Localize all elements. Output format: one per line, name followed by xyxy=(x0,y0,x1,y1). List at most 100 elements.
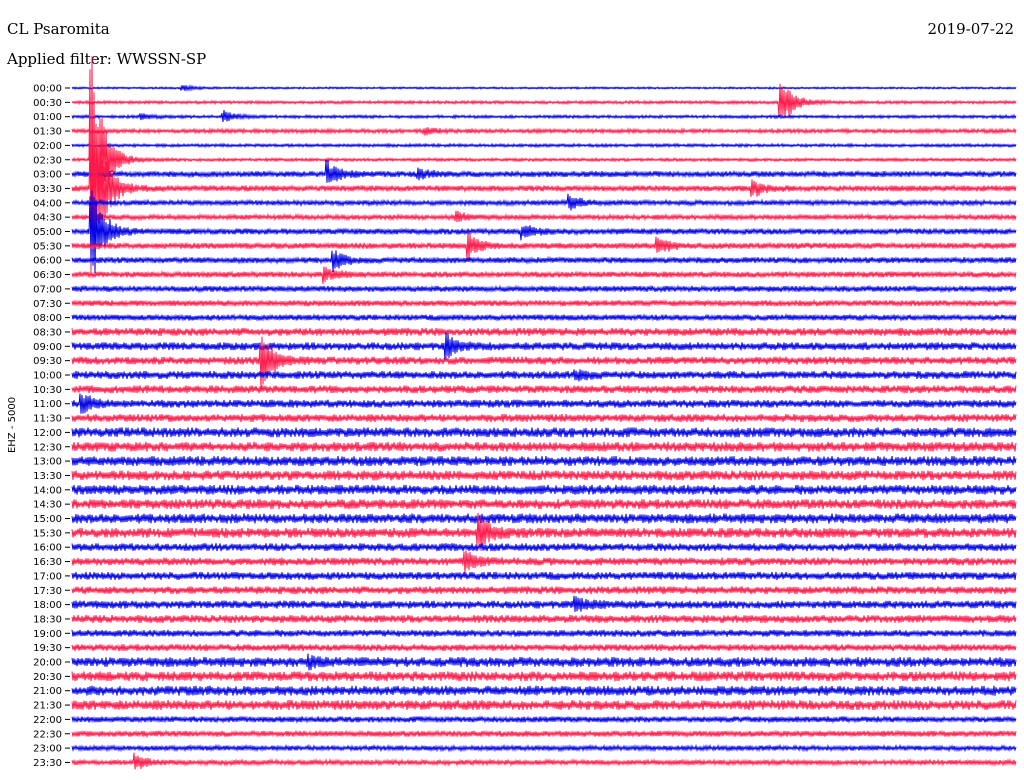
time-tick-label: 19:00 xyxy=(33,629,62,640)
seismic-trace-0830 xyxy=(71,327,1017,337)
time-tick-label: 09:30 xyxy=(33,356,62,367)
seismic-trace-1400 xyxy=(71,484,1017,495)
seismic-trace-0700 xyxy=(71,284,1017,294)
seismic-trace-0100 xyxy=(71,110,1017,122)
seismic-trace-1500 xyxy=(71,513,1017,524)
station-title: CL Psaromita xyxy=(7,20,110,38)
time-tick-label: 03:30 xyxy=(33,184,62,195)
time-tick-label: 05:00 xyxy=(33,227,62,238)
seismic-trace-0400 xyxy=(71,193,1017,211)
seismic-trace-2300 xyxy=(71,743,1017,753)
filter-subtitle: Applied filter: WWSSN-SP xyxy=(7,50,207,68)
time-tick-label: 22:30 xyxy=(33,729,62,740)
time-tick-label: 17:30 xyxy=(33,586,62,597)
seismic-trace-1930 xyxy=(71,643,1017,652)
channel-label: EHZ - 5000 xyxy=(7,397,18,453)
seismic-trace-0500 xyxy=(71,190,1017,273)
time-tick-label: 10:00 xyxy=(33,371,62,382)
time-tick-label: 04:30 xyxy=(33,213,62,224)
seismic-trace-0630 xyxy=(71,266,1017,285)
time-tick-label: 18:00 xyxy=(33,600,62,611)
time-tick-label: 12:00 xyxy=(33,428,62,439)
time-tick-label: 20:00 xyxy=(33,658,62,669)
time-tick-label: 00:30 xyxy=(33,98,62,109)
seismic-trace-1130 xyxy=(71,414,1017,423)
time-tick-label: 15:00 xyxy=(33,514,62,525)
seismic-trace-2330 xyxy=(71,752,1017,770)
seismic-trace-2100 xyxy=(71,685,1017,696)
seismic-trace-1300 xyxy=(71,456,1017,467)
time-tick-label: 16:00 xyxy=(33,543,62,554)
time-tick-label: 12:30 xyxy=(33,442,62,453)
time-tick-label: 13:30 xyxy=(33,471,62,482)
time-tick-label: 02:00 xyxy=(33,141,62,152)
seismic-trace-1630 xyxy=(71,550,1017,574)
seismic-trace-2230 xyxy=(71,729,1017,739)
time-tick-label: 10:30 xyxy=(33,385,62,396)
time-tick-label: 19:30 xyxy=(33,643,62,654)
seismic-trace-0200 xyxy=(71,142,1017,149)
time-tick-label: 09:00 xyxy=(33,342,62,353)
time-tick-label: 15:30 xyxy=(33,528,62,539)
date-label: 2019-07-22 xyxy=(927,20,1014,38)
time-tick-label: 20:30 xyxy=(33,672,62,683)
time-tick-label: 17:00 xyxy=(33,571,62,582)
seismic-trace-1900 xyxy=(71,628,1017,638)
seismic-trace-1200 xyxy=(71,427,1017,438)
seismic-trace-0600 xyxy=(71,250,1017,273)
seismic-trace-0130 xyxy=(71,127,1017,136)
seismic-trace-0730 xyxy=(71,298,1017,308)
seismic-trace-1430 xyxy=(71,499,1017,510)
seismic-trace-2130 xyxy=(71,700,1017,711)
time-tick-label: 06:00 xyxy=(33,256,62,267)
seismic-trace-1730 xyxy=(71,586,1017,595)
time-tick-label: 13:00 xyxy=(33,457,62,468)
seismic-trace-0230 xyxy=(71,56,1017,273)
time-tick-label: 07:00 xyxy=(33,284,62,295)
seismic-trace-0530 xyxy=(71,232,1017,260)
time-tick-label: 16:30 xyxy=(33,557,62,568)
seismic-trace-1230 xyxy=(71,441,1017,452)
seismic-trace-1330 xyxy=(71,470,1017,481)
seismic-trace-1530 xyxy=(71,512,1017,551)
time-tick-label: 14:30 xyxy=(33,500,62,511)
seismic-trace-1100 xyxy=(71,393,1017,414)
seismic-trace-1000 xyxy=(71,369,1017,382)
time-tick-label: 06:30 xyxy=(33,270,62,281)
time-tick-label: 04:00 xyxy=(33,198,62,209)
time-tick-label: 11:30 xyxy=(33,414,62,425)
time-tick-label: 02:30 xyxy=(33,155,62,166)
seismic-trace-1600 xyxy=(71,542,1017,552)
seismic-trace-0430 xyxy=(71,210,1017,223)
seismic-trace-0800 xyxy=(71,313,1017,323)
seismic-trace-2200 xyxy=(71,714,1017,724)
seismic-trace-0900 xyxy=(71,332,1017,361)
time-tick-label: 11:00 xyxy=(33,399,62,410)
seismic-trace-1800 xyxy=(71,595,1017,612)
seismic-trace-2000 xyxy=(71,653,1017,671)
time-tick-label: 18:30 xyxy=(33,614,62,625)
time-tick-label: 23:30 xyxy=(33,758,62,769)
time-tick-label: 01:30 xyxy=(33,127,62,138)
time-tick-label: 22:00 xyxy=(33,715,62,726)
time-tick-label: 08:30 xyxy=(33,327,62,338)
time-tick-label: 08:00 xyxy=(33,313,62,324)
time-tick-label: 03:00 xyxy=(33,170,62,181)
time-tick-label: 05:30 xyxy=(33,241,62,252)
seismic-trace-1700 xyxy=(71,571,1017,580)
seismic-trace-0330 xyxy=(71,128,1017,249)
time-tick-label: 21:30 xyxy=(33,701,62,712)
time-tick-label: 21:00 xyxy=(33,686,62,697)
time-tick-label: 07:30 xyxy=(33,299,62,310)
time-tick-label: 00:00 xyxy=(33,84,62,95)
seismic-trace-1030 xyxy=(71,385,1017,394)
seismic-trace-2030 xyxy=(71,671,1017,682)
seismic-trace-0930 xyxy=(71,336,1017,390)
seismic-trace-1830 xyxy=(71,614,1017,624)
time-tick-label: 01:00 xyxy=(33,112,62,123)
seismic-trace-0030 xyxy=(71,83,1017,119)
seismic-trace-0000 xyxy=(71,84,1017,92)
seismic-trace-0300 xyxy=(71,159,1017,183)
time-tick-label: 14:00 xyxy=(33,485,62,496)
